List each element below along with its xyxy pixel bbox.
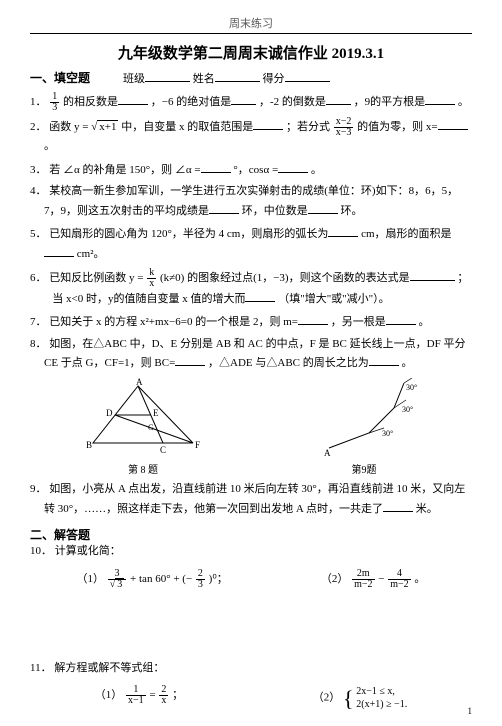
question-1: 1． 13 的相反数是 ，−6 的绝对值是 ，-2 的倒数是 ，9的平方根是 。: [30, 92, 472, 113]
question-5: 5． 已知扇形的圆心角为 120°，半径为 4 cm，则扇形的弧长为 cm，扇形…: [30, 224, 472, 263]
q11-sub2: （2） { 2x−1 ≤ x, 2(x+1) ≥ −1.: [313, 685, 408, 711]
svg-text:A: A: [136, 378, 143, 387]
page-number: 1: [468, 706, 473, 716]
question-10: 10． 计算或化简：: [30, 543, 472, 561]
question-3: 3． 若 ∠α 的补角是 150°，则 ∠α = °，cosα = 。: [30, 160, 472, 180]
q10-subrow: （1） 3√3 + tan 60° + (− 23 )⁰； （2） 2mm−2 …: [30, 569, 472, 590]
name-label: 姓名: [193, 73, 215, 85]
svg-text:A: A: [324, 448, 331, 458]
q11-sub1: （1） 1x−1 = 2x ；: [95, 685, 183, 711]
svg-text:G: G: [148, 423, 154, 432]
diagram-9: A 30° 30° 30° 第9题: [304, 378, 424, 476]
triangle-diagram-icon: A B C D E F G: [78, 378, 208, 458]
svg-text:F: F: [195, 440, 200, 450]
svg-text:D: D: [106, 408, 113, 418]
svg-text:C: C: [160, 445, 166, 455]
q11-subrow: （1） 1x−1 = 2x ； （2） { 2x−1 ≤ x, 2(x+1) ≥…: [30, 685, 472, 711]
question-7: 7． 已知关于 x 的方程 x²+mx−6=0 的一个根是 2，则 m= ，另一…: [30, 312, 472, 332]
question-2: 2． 函数 y = √x+1 中，自变量 x 的取值范围是 ；若分式 x−2x−…: [30, 117, 472, 156]
class-label: 班级: [123, 73, 145, 85]
svg-text:30°: 30°: [402, 405, 413, 414]
info-line: 一、填空题 班级 姓名 得分: [30, 69, 472, 86]
question-4: 4． 某校高一新生参加军训，一学生进行五次实弹射击的成绩(单位：环)如下：8，6…: [30, 183, 472, 220]
svg-text:E: E: [153, 408, 159, 418]
section-1-header: 一、填空题: [30, 71, 90, 85]
question-6: 6． 已知反比例函数 y = kx (k≠0) 的图象经过点(1，−3)，则这个…: [30, 268, 472, 309]
title: 九年级数学第二周周末诚信作业 2019.3.1: [30, 42, 472, 63]
diagram-8: A B C D E F G 第 8 题: [78, 378, 208, 476]
path-diagram-icon: A 30° 30° 30°: [304, 378, 424, 458]
q10-sub2: （2） 2mm−2 − 4m−2 。: [321, 569, 426, 590]
question-8: 8． 如图，在△ABC 中，D、E 分别是 AB 和 AC 的中点，F 是 BC…: [30, 336, 472, 373]
svg-text:30°: 30°: [406, 383, 417, 392]
diagram-row: A B C D E F G 第 8 题 A 30° 30° 30° 第9题: [30, 378, 472, 476]
svg-text:30°: 30°: [382, 429, 393, 438]
q10-sub1: （1） 3√3 + tan 60° + (− 23 )⁰；: [77, 569, 228, 590]
score-label: 得分: [263, 73, 285, 85]
question-11: 11． 解方程或解不等式组：: [30, 660, 472, 678]
svg-text:B: B: [86, 440, 92, 450]
page-header: 周末练习: [30, 15, 472, 34]
section-2-header: 二、解答题: [30, 526, 472, 543]
question-9: 9． 如图，小亮从 A 点出发，沿直线前进 10 米后向左转 30°，再沿直线前…: [30, 481, 472, 518]
